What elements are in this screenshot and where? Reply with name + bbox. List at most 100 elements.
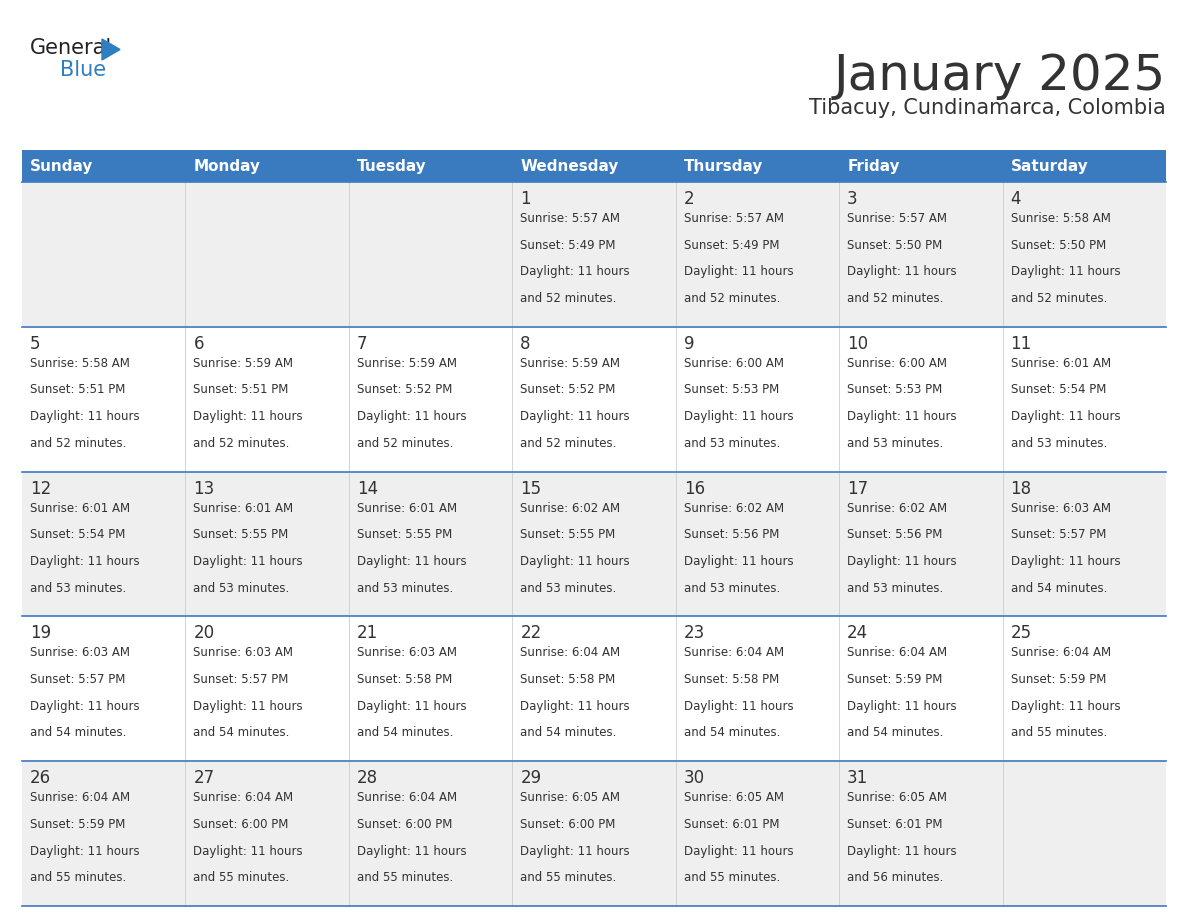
Text: Sunset: 5:55 PM: Sunset: 5:55 PM xyxy=(356,528,453,542)
Text: Sunset: 5:55 PM: Sunset: 5:55 PM xyxy=(520,528,615,542)
Text: Sunset: 5:54 PM: Sunset: 5:54 PM xyxy=(1011,384,1106,397)
Text: Sunrise: 6:04 AM: Sunrise: 6:04 AM xyxy=(847,646,947,659)
Text: Sunset: 5:50 PM: Sunset: 5:50 PM xyxy=(1011,239,1106,252)
Text: Daylight: 11 hours: Daylight: 11 hours xyxy=(847,410,956,423)
Text: and 53 minutes.: and 53 minutes. xyxy=(1011,437,1107,450)
Text: Sunset: 5:55 PM: Sunset: 5:55 PM xyxy=(194,528,289,542)
Text: Sunset: 5:58 PM: Sunset: 5:58 PM xyxy=(356,673,453,686)
Text: 15: 15 xyxy=(520,479,542,498)
Text: and 52 minutes.: and 52 minutes. xyxy=(194,437,290,450)
Text: Sunset: 5:50 PM: Sunset: 5:50 PM xyxy=(847,239,942,252)
Text: Sunrise: 6:03 AM: Sunrise: 6:03 AM xyxy=(1011,501,1111,515)
Text: and 54 minutes.: and 54 minutes. xyxy=(520,726,617,740)
Bar xyxy=(23,616,1165,761)
Text: Sunset: 5:59 PM: Sunset: 5:59 PM xyxy=(1011,673,1106,686)
Text: Sunrise: 6:00 AM: Sunrise: 6:00 AM xyxy=(684,357,784,370)
Text: and 53 minutes.: and 53 minutes. xyxy=(847,437,943,450)
Text: Daylight: 11 hours: Daylight: 11 hours xyxy=(356,845,467,857)
Text: Sunset: 5:49 PM: Sunset: 5:49 PM xyxy=(684,239,779,252)
Text: and 52 minutes.: and 52 minutes. xyxy=(520,437,617,450)
Text: Daylight: 11 hours: Daylight: 11 hours xyxy=(684,410,794,423)
Text: 9: 9 xyxy=(684,335,694,353)
Text: and 55 minutes.: and 55 minutes. xyxy=(520,871,617,884)
Text: Daylight: 11 hours: Daylight: 11 hours xyxy=(847,700,956,712)
Text: and 53 minutes.: and 53 minutes. xyxy=(194,582,290,595)
Text: Daylight: 11 hours: Daylight: 11 hours xyxy=(684,555,794,568)
Text: and 55 minutes.: and 55 minutes. xyxy=(30,871,126,884)
Text: Sunrise: 6:04 AM: Sunrise: 6:04 AM xyxy=(356,791,457,804)
Text: Daylight: 11 hours: Daylight: 11 hours xyxy=(194,845,303,857)
Text: Daylight: 11 hours: Daylight: 11 hours xyxy=(520,555,630,568)
Text: and 53 minutes.: and 53 minutes. xyxy=(356,582,453,595)
Text: Sunrise: 6:04 AM: Sunrise: 6:04 AM xyxy=(194,791,293,804)
Text: Sunrise: 5:59 AM: Sunrise: 5:59 AM xyxy=(356,357,457,370)
Text: 28: 28 xyxy=(356,769,378,788)
Text: and 54 minutes.: and 54 minutes. xyxy=(30,726,126,740)
Text: and 55 minutes.: and 55 minutes. xyxy=(684,871,781,884)
Text: 30: 30 xyxy=(684,769,704,788)
Text: 10: 10 xyxy=(847,335,868,353)
Text: 17: 17 xyxy=(847,479,868,498)
Text: Daylight: 11 hours: Daylight: 11 hours xyxy=(684,700,794,712)
Text: Sunrise: 6:01 AM: Sunrise: 6:01 AM xyxy=(30,501,131,515)
Bar xyxy=(23,472,1165,616)
Text: Sunrise: 6:05 AM: Sunrise: 6:05 AM xyxy=(684,791,784,804)
Text: Daylight: 11 hours: Daylight: 11 hours xyxy=(1011,265,1120,278)
Text: 27: 27 xyxy=(194,769,215,788)
Text: and 52 minutes.: and 52 minutes. xyxy=(30,437,126,450)
Text: Sunset: 5:58 PM: Sunset: 5:58 PM xyxy=(684,673,779,686)
Bar xyxy=(23,327,1165,472)
Text: Daylight: 11 hours: Daylight: 11 hours xyxy=(194,700,303,712)
Text: 25: 25 xyxy=(1011,624,1031,643)
Text: Sunrise: 6:03 AM: Sunrise: 6:03 AM xyxy=(30,646,129,659)
Text: 12: 12 xyxy=(30,479,51,498)
Text: 14: 14 xyxy=(356,479,378,498)
Text: 26: 26 xyxy=(30,769,51,788)
Text: and 53 minutes.: and 53 minutes. xyxy=(684,437,781,450)
Text: Daylight: 11 hours: Daylight: 11 hours xyxy=(847,555,956,568)
Text: Sunrise: 6:04 AM: Sunrise: 6:04 AM xyxy=(1011,646,1111,659)
Text: Daylight: 11 hours: Daylight: 11 hours xyxy=(1011,410,1120,423)
Text: Sunrise: 6:02 AM: Sunrise: 6:02 AM xyxy=(684,501,784,515)
Text: Sunset: 5:57 PM: Sunset: 5:57 PM xyxy=(30,673,126,686)
Text: Sunrise: 6:04 AM: Sunrise: 6:04 AM xyxy=(30,791,131,804)
Text: Daylight: 11 hours: Daylight: 11 hours xyxy=(30,845,140,857)
Text: Daylight: 11 hours: Daylight: 11 hours xyxy=(30,700,140,712)
Text: Sunrise: 6:01 AM: Sunrise: 6:01 AM xyxy=(194,501,293,515)
Text: Sunrise: 5:59 AM: Sunrise: 5:59 AM xyxy=(194,357,293,370)
Polygon shape xyxy=(102,39,120,60)
Text: Monday: Monday xyxy=(194,159,260,174)
Text: Sunset: 5:52 PM: Sunset: 5:52 PM xyxy=(520,384,615,397)
Text: Sunset: 6:01 PM: Sunset: 6:01 PM xyxy=(847,818,942,831)
Text: 31: 31 xyxy=(847,769,868,788)
Text: 7: 7 xyxy=(356,335,367,353)
Text: Sunday: Sunday xyxy=(30,159,94,174)
Text: Tuesday: Tuesday xyxy=(356,159,426,174)
Text: Sunset: 5:54 PM: Sunset: 5:54 PM xyxy=(30,528,126,542)
Text: 2: 2 xyxy=(684,190,694,208)
Text: Sunset: 5:53 PM: Sunset: 5:53 PM xyxy=(847,384,942,397)
Text: Sunset: 5:57 PM: Sunset: 5:57 PM xyxy=(1011,528,1106,542)
Text: Sunset: 5:51 PM: Sunset: 5:51 PM xyxy=(194,384,289,397)
Text: Sunset: 5:57 PM: Sunset: 5:57 PM xyxy=(194,673,289,686)
Text: Sunrise: 6:04 AM: Sunrise: 6:04 AM xyxy=(684,646,784,659)
Text: Sunrise: 6:01 AM: Sunrise: 6:01 AM xyxy=(1011,357,1111,370)
Text: Sunset: 6:00 PM: Sunset: 6:00 PM xyxy=(520,818,615,831)
Text: 22: 22 xyxy=(520,624,542,643)
Text: 11: 11 xyxy=(1011,335,1032,353)
Text: Daylight: 11 hours: Daylight: 11 hours xyxy=(847,265,956,278)
Text: Friday: Friday xyxy=(847,159,899,174)
Text: Sunset: 5:58 PM: Sunset: 5:58 PM xyxy=(520,673,615,686)
Text: Daylight: 11 hours: Daylight: 11 hours xyxy=(520,265,630,278)
Text: Thursday: Thursday xyxy=(684,159,763,174)
Text: and 53 minutes.: and 53 minutes. xyxy=(520,582,617,595)
Text: 24: 24 xyxy=(847,624,868,643)
Text: 21: 21 xyxy=(356,624,378,643)
Text: Sunrise: 6:00 AM: Sunrise: 6:00 AM xyxy=(847,357,947,370)
Text: Tibacuy, Cundinamarca, Colombia: Tibacuy, Cundinamarca, Colombia xyxy=(809,98,1165,118)
Text: 5: 5 xyxy=(30,335,40,353)
Text: 19: 19 xyxy=(30,624,51,643)
Text: Sunrise: 6:03 AM: Sunrise: 6:03 AM xyxy=(356,646,457,659)
Text: Sunrise: 6:02 AM: Sunrise: 6:02 AM xyxy=(847,501,947,515)
Text: Sunrise: 5:57 AM: Sunrise: 5:57 AM xyxy=(520,212,620,225)
